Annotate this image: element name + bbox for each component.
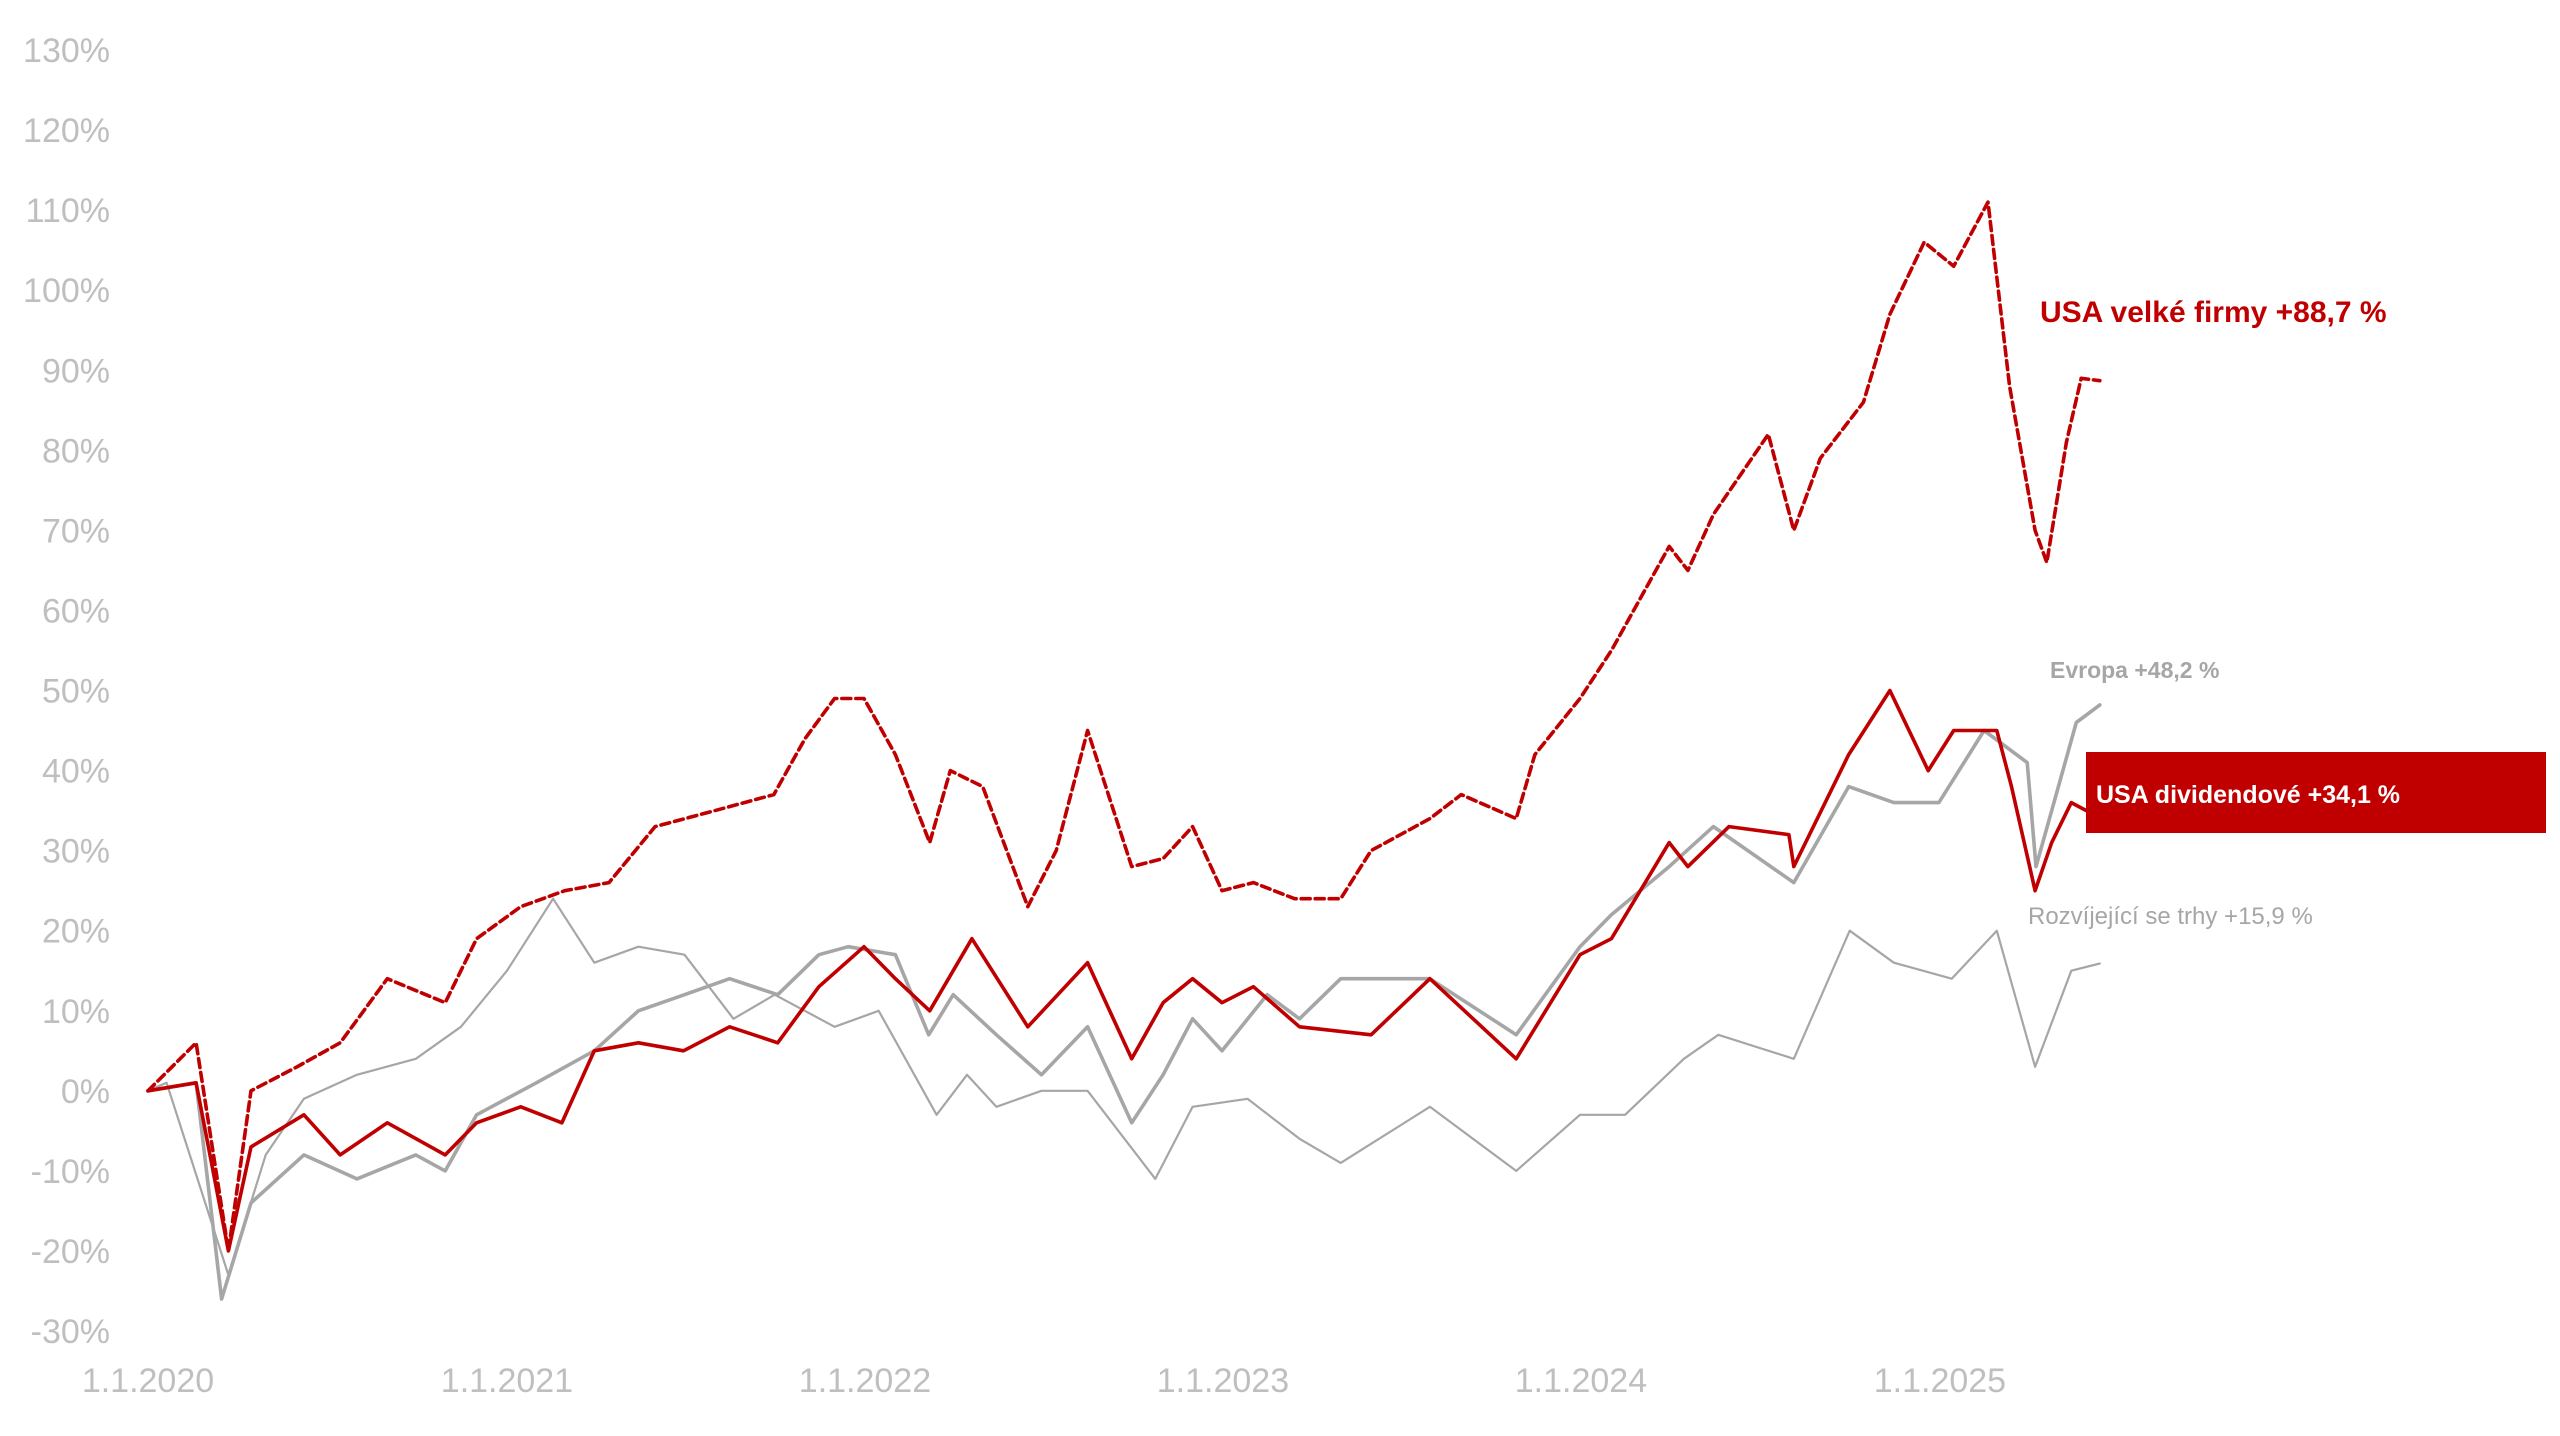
series-line-emerging-markets bbox=[146, 897, 2101, 1277]
x-tick-label: 1.1.2020 bbox=[82, 1362, 214, 1400]
y-tick-label: 40% bbox=[42, 753, 110, 791]
y-tick-label: 10% bbox=[42, 993, 110, 1031]
y-tick-label: 130% bbox=[23, 32, 110, 70]
series-line-europe bbox=[146, 703, 2102, 1301]
y-tick-label: 80% bbox=[42, 432, 110, 470]
series-layer bbox=[146, 200, 2102, 1301]
x-axis: 1.1.2020 1.1.2021 1.1.2022 1.1.2023 1.1.2024… bbox=[82, 1362, 2006, 1400]
series-line-usa-dividend bbox=[146, 688, 2102, 1253]
y-tick-label: 100% bbox=[23, 272, 110, 310]
y-tick-label: 60% bbox=[42, 592, 110, 630]
label-usa-large-caps: USA velké firmy +88,7 % bbox=[2040, 296, 2387, 329]
x-tick-label: 1.1.2022 bbox=[799, 1362, 931, 1400]
y-tick-label: -30% bbox=[31, 1313, 110, 1351]
label-usa-dividend: USA dividendové +34,1 % bbox=[2096, 781, 2400, 809]
y-tick-label: -10% bbox=[31, 1153, 110, 1191]
series-line-usa-large-caps bbox=[146, 200, 2102, 1253]
label-usa-dividend-background bbox=[2086, 752, 2546, 833]
y-tick-label: 50% bbox=[42, 673, 110, 711]
label-europe: Evropa +48,2 % bbox=[2050, 657, 2219, 683]
x-tick-label: 1.1.2023 bbox=[1157, 1362, 1289, 1400]
x-tick-label: 1.1.2025 bbox=[1874, 1362, 2006, 1400]
x-tick-label: 1.1.2024 bbox=[1515, 1362, 1647, 1400]
y-tick-label: 90% bbox=[42, 352, 110, 390]
x-tick-label: 1.1.2021 bbox=[441, 1362, 573, 1400]
y-tick-label: 70% bbox=[42, 512, 110, 550]
y-tick-label: 0% bbox=[61, 1073, 110, 1111]
y-tick-label: -20% bbox=[31, 1233, 110, 1271]
label-emerging-markets: Rozvíjející se trhy +15,9 % bbox=[2028, 903, 2313, 930]
y-axis: 130% 120% 110% 100% 90% 80% 70% 60% 50% 40% 30% 20%… bbox=[23, 32, 110, 1351]
y-tick-label: 30% bbox=[42, 833, 110, 871]
y-tick-label: 20% bbox=[42, 913, 110, 951]
y-tick-label: 120% bbox=[23, 112, 110, 150]
y-tick-label: 110% bbox=[26, 192, 110, 230]
